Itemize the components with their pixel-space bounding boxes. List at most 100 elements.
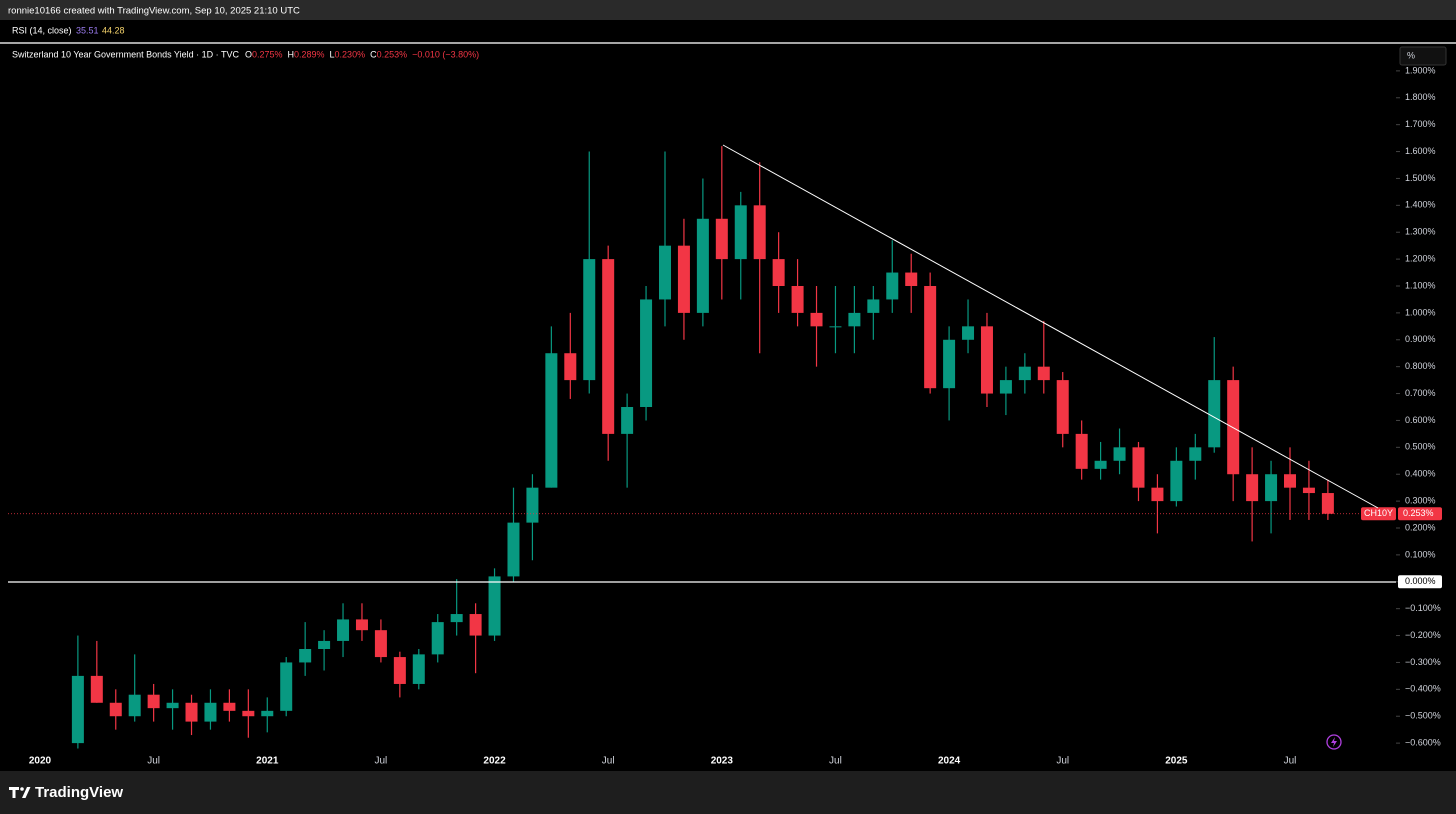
unit-button[interactable] — [1399, 46, 1447, 66]
y-tick-label: 0.800% — [1405, 361, 1436, 371]
candle-body — [204, 702, 217, 722]
candle-body — [1151, 487, 1164, 502]
candle-body — [469, 614, 482, 636]
candle-body — [393, 657, 406, 684]
y-tick-label: −0.300% — [1405, 657, 1441, 667]
candle-body — [355, 619, 368, 631]
logo-mark — [9, 787, 31, 798]
ohlc-value: 0.253% — [377, 49, 408, 59]
candle-body — [185, 702, 198, 722]
candle-body — [242, 710, 255, 717]
candle-body — [905, 272, 918, 286]
y-tick-label: 1.600% — [1405, 146, 1436, 156]
candle-body — [1321, 493, 1334, 514]
x-tick-label: Jul — [829, 756, 842, 767]
x-tick-label: Jul — [147, 756, 160, 767]
x-tick-label: Jul — [602, 756, 615, 767]
candle-body — [109, 702, 122, 717]
candle-body — [1208, 380, 1221, 448]
x-tick-label: Jul — [1284, 756, 1297, 767]
candle-body — [90, 675, 103, 703]
series-title: Switzerland 10 Year Government Bonds Yie… — [12, 49, 239, 59]
candle-body — [337, 619, 350, 641]
candle-body — [886, 272, 899, 300]
logo-dot — [20, 787, 24, 791]
candle-body — [318, 640, 331, 649]
candle-body — [1132, 447, 1145, 488]
candle-body — [1113, 447, 1126, 461]
y-tick-label: 0.500% — [1405, 442, 1436, 452]
candle-body — [924, 286, 937, 389]
ohlc-value: 0.275% — [252, 49, 283, 59]
candle-body — [526, 487, 539, 523]
candle-body — [1056, 380, 1069, 434]
candle-body — [1302, 487, 1315, 494]
candle-body — [299, 649, 312, 663]
candle-body — [1037, 366, 1050, 381]
alert-icon[interactable] — [1326, 734, 1342, 750]
top-bar — [0, 0, 1456, 20]
candle-body — [602, 259, 615, 434]
candle-body — [545, 353, 558, 488]
ohlc-key: C — [370, 49, 377, 59]
y-tick-label: 0.000% — [1405, 576, 1436, 586]
candle-body — [621, 407, 634, 434]
y-tick-label: 0.300% — [1405, 495, 1436, 505]
y-tick-label: 1.100% — [1405, 280, 1436, 290]
candle-body — [1189, 447, 1202, 461]
rsi-ma-value: 44.28 — [102, 25, 125, 35]
candle-body — [962, 326, 975, 340]
candle-body — [734, 205, 747, 260]
ohlc-legend: Switzerland 10 Year Government Bonds Yie… — [12, 49, 479, 59]
candle-body — [829, 326, 842, 328]
last-price-box — [1398, 507, 1442, 521]
y-tick-label: 0.400% — [1405, 469, 1436, 479]
symbol-box — [1361, 507, 1396, 521]
y-tick-label: 1.800% — [1405, 92, 1436, 102]
trend-line — [722, 144, 1379, 509]
candle-body — [147, 694, 160, 709]
candle-body — [980, 326, 993, 394]
change: −0.010 (−3.80%) — [412, 49, 479, 59]
x-tick-label: Jul — [1056, 756, 1069, 767]
y-tick-label: −0.200% — [1405, 630, 1441, 640]
y-tick-label: −0.600% — [1405, 737, 1441, 747]
ohlc-key: L — [330, 49, 335, 59]
ohlc-value: 0.289% — [294, 49, 325, 59]
ohlc-key: H — [288, 49, 295, 59]
candle-body — [1170, 460, 1183, 502]
candle-body — [848, 312, 861, 327]
candle-body — [412, 654, 425, 684]
y-tick-label: −0.400% — [1405, 684, 1441, 694]
candle-body — [583, 259, 596, 381]
footer — [0, 771, 1456, 814]
rsi-value: 35.51 — [76, 25, 99, 35]
y-tick-label: 1.300% — [1405, 227, 1436, 237]
candle-body — [507, 522, 520, 577]
x-tick-label: Jul — [375, 756, 388, 767]
candle-body — [943, 339, 956, 389]
candle-body — [261, 710, 274, 717]
x-tick-label: 2020 — [29, 756, 52, 767]
credit: ronnie10166 created with TradingView.com… — [8, 6, 300, 17]
candle-body — [715, 218, 728, 260]
candle-body — [564, 353, 577, 381]
candle-body — [1018, 366, 1031, 381]
candle-body — [450, 614, 463, 623]
candle-body — [431, 622, 444, 655]
candle-body — [374, 630, 387, 658]
candle-body — [1284, 474, 1296, 488]
x-tick-label: 2025 — [1165, 756, 1188, 767]
candle-body — [999, 380, 1012, 394]
y-tick-label: −0.100% — [1405, 603, 1441, 613]
candle-body — [1075, 433, 1088, 469]
candle-body — [1265, 474, 1278, 502]
rsi-name: RSI (14, close) — [12, 25, 72, 35]
y-tick-label: 0.600% — [1405, 415, 1436, 425]
symbol-label: CH10Y — [1364, 508, 1393, 518]
x-tick-label: 2022 — [483, 756, 506, 767]
candle-body — [753, 205, 766, 260]
candle-body — [640, 299, 653, 407]
